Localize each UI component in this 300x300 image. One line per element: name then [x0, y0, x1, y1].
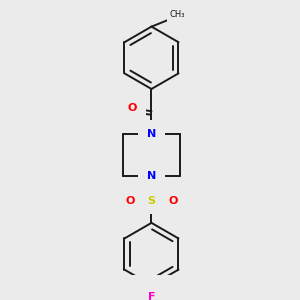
- Text: F: F: [148, 292, 155, 300]
- Text: O: O: [128, 103, 137, 113]
- Text: N: N: [147, 171, 156, 181]
- Text: CH₃: CH₃: [169, 10, 185, 19]
- Text: O: O: [125, 196, 135, 206]
- Text: S: S: [148, 196, 155, 206]
- Text: N: N: [147, 128, 156, 139]
- Text: O: O: [168, 196, 178, 206]
